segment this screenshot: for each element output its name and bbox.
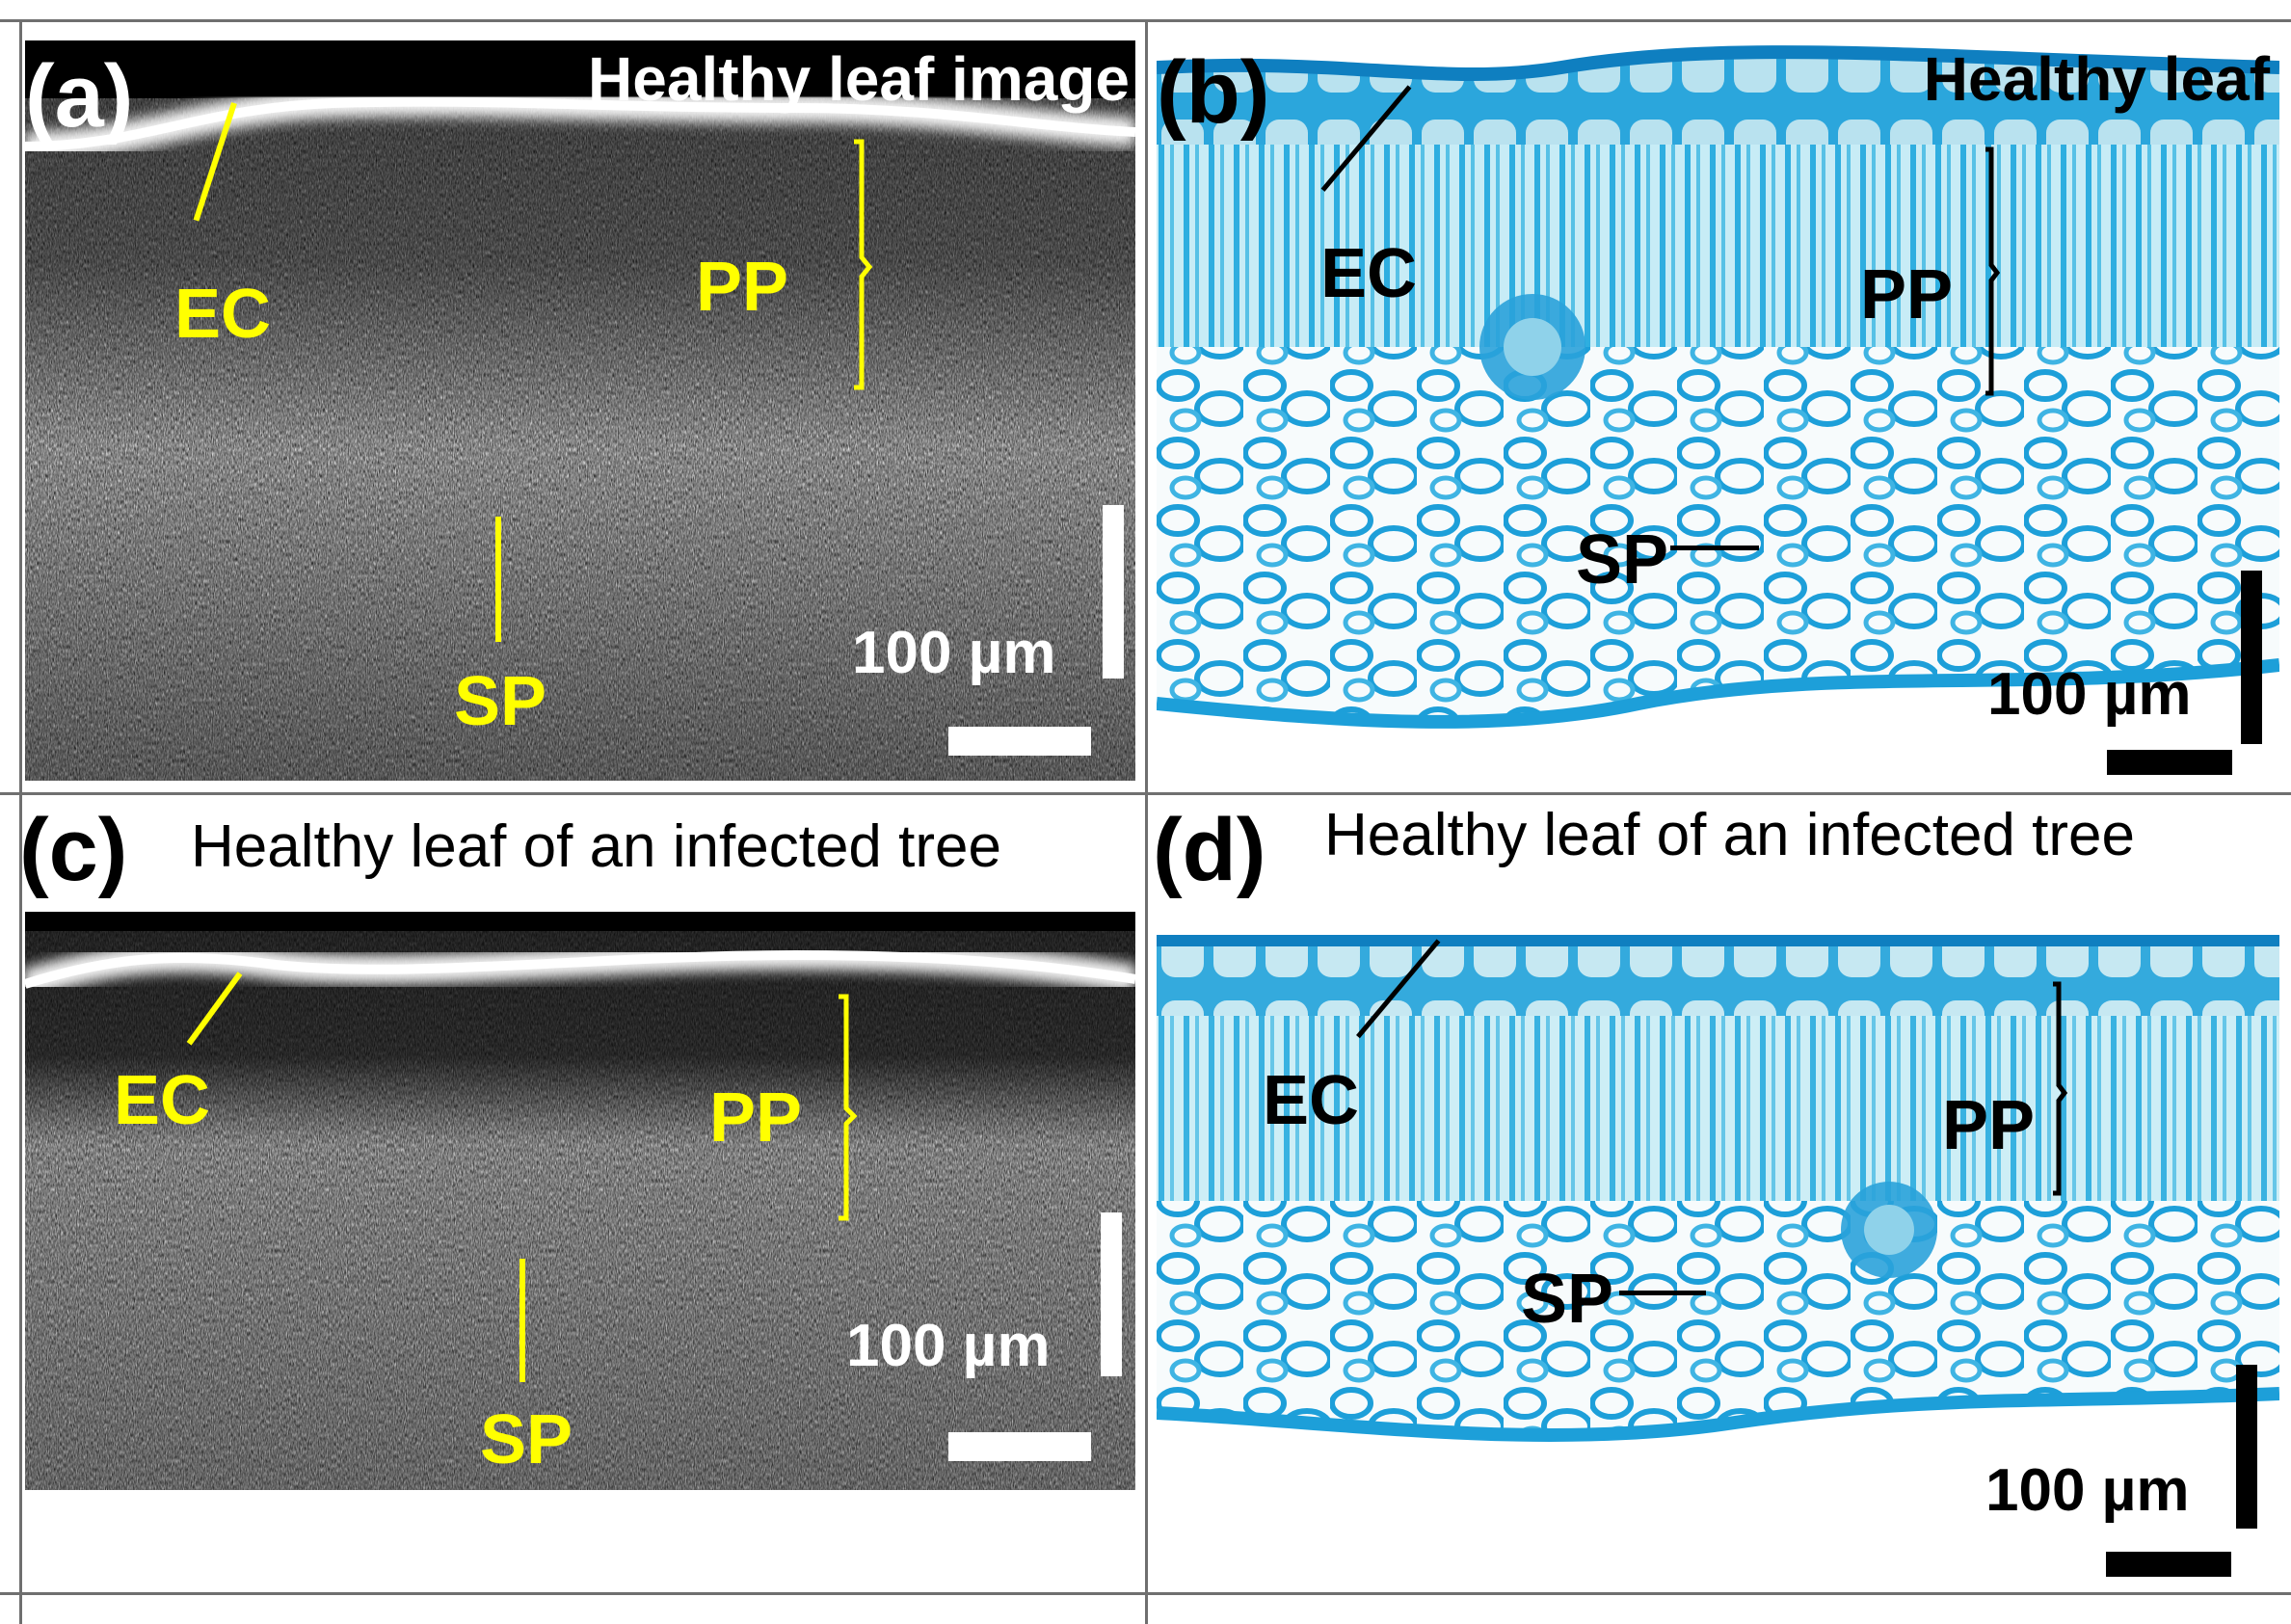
oct-speckle-c xyxy=(25,912,1135,1490)
ec-label-c: EC xyxy=(114,1062,211,1139)
panel-b-histology: (b) Healthy leaf EC PP SP 100 µm xyxy=(1157,29,2279,781)
scale-vertical-c xyxy=(1101,1212,1122,1376)
pp-label-c: PP xyxy=(709,1079,803,1157)
panel-c-oct-image: EC PP SP 100 µm xyxy=(25,912,1135,1490)
panel-c-title: Healthy leaf of an infected tree xyxy=(191,813,1001,880)
panel-a-letter: (a) xyxy=(25,47,134,146)
panel-d-letter: (d) xyxy=(1153,801,1266,899)
panel-b-title: Healthy leaf xyxy=(1923,44,2270,114)
frame-left xyxy=(19,19,22,1624)
panel-d-histology: EC PP SP 100 µm xyxy=(1157,912,2279,1586)
pp-bracket-c xyxy=(839,994,858,1221)
pp-bracket-a xyxy=(854,139,873,390)
scale-horizontal-a xyxy=(948,727,1091,756)
pp-label-d: PP xyxy=(1942,1087,2036,1164)
panel-c-letter: (c) xyxy=(19,801,128,899)
ec-label-b: EC xyxy=(1320,235,1418,312)
ec-label-d: EC xyxy=(1263,1062,1360,1139)
pp-bracket-d xyxy=(2053,981,2068,1196)
frame-divider xyxy=(1145,19,1148,1624)
scale-text-d: 100 µm xyxy=(1985,1457,2190,1524)
sp-pointer-a xyxy=(495,517,501,642)
scale-text-a: 100 µm xyxy=(852,620,1056,686)
sp-pointer-b xyxy=(1670,546,1759,550)
tissue-section-b xyxy=(1157,45,2279,781)
scale-vertical-b xyxy=(2241,571,2262,744)
scale-horizontal-b xyxy=(2107,750,2232,775)
panel-b-letter: (b) xyxy=(1157,43,1270,142)
tissue-section-d xyxy=(1157,912,2279,1586)
ec-label-a: EC xyxy=(174,276,272,353)
sp-label-d: SP xyxy=(1521,1261,1614,1338)
panel-d-title: Healthy leaf of an infected tree xyxy=(1324,802,2135,868)
scale-horizontal-d xyxy=(2106,1552,2231,1577)
pp-label-b: PP xyxy=(1860,256,1954,333)
sp-pointer-d xyxy=(1619,1291,1706,1295)
scale-vertical-d xyxy=(2236,1365,2257,1529)
panel-a-oct-image: (a) Healthy leaf image EC PP SP 100 µm xyxy=(25,40,1135,781)
sp-pointer-c xyxy=(519,1259,525,1382)
sp-label-a: SP xyxy=(454,663,547,740)
scale-vertical-a xyxy=(1103,505,1124,679)
scale-text-c: 100 µm xyxy=(846,1313,1051,1379)
sp-label-b: SP xyxy=(1576,521,1669,599)
sp-label-c: SP xyxy=(480,1401,573,1478)
pp-bracket-b xyxy=(1985,146,2001,396)
pp-label-a: PP xyxy=(696,249,789,326)
oct-speckle-a xyxy=(25,40,1135,781)
scale-horizontal-c xyxy=(948,1432,1091,1461)
panel-a-title: Healthy leaf image xyxy=(588,44,1130,114)
scale-text-b: 100 µm xyxy=(1987,661,2192,728)
